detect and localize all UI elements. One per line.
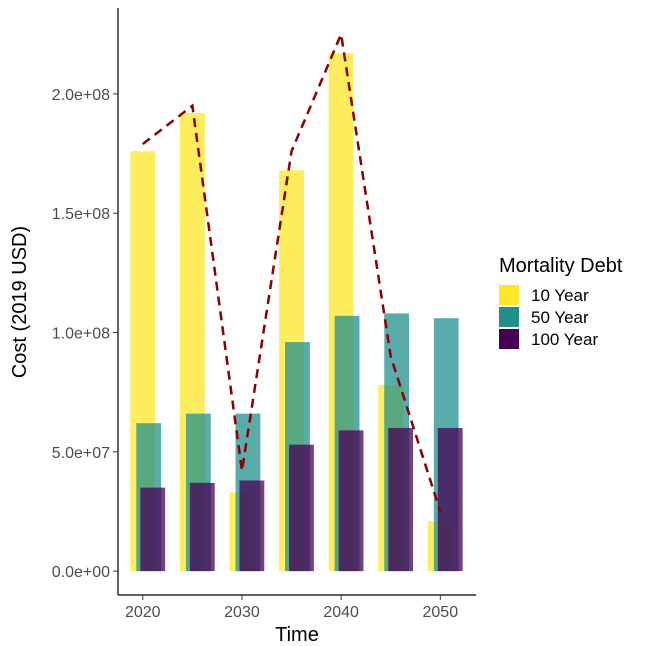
y-tick-label: 1.5e+08 [52,206,110,223]
legend-key-100-year [499,329,519,349]
bar-100-year-2045 [388,428,413,571]
y-axis-ticks: 0.0e+00 5.0e+07 1.0e+08 1.5e+08 2.0e+08 [52,87,118,581]
legend-key-50-year [499,307,519,327]
x-tick-label: 2050 [423,604,459,621]
bar-100-year-2020 [140,488,165,572]
y-tick-label: 5.0e+07 [52,445,110,462]
bar-100-year-2035 [289,445,314,571]
bars-layer [130,53,462,571]
bar-100-year-2040 [339,430,364,571]
legend-title: Mortality Debt [499,255,623,277]
x-tick-label: 2030 [224,604,260,621]
legend-key-10-year [499,285,519,305]
x-axis-ticks: 2020 2030 2040 2050 [125,595,458,621]
y-axis-title: Cost (2019 USD) [9,226,31,378]
legend: 10 Year 50 Year 100 Year [499,285,598,349]
x-axis-title: Time [275,624,319,646]
legend-label: 10 Year [531,286,589,305]
legend-label: 100 Year [531,330,598,349]
y-tick-label: 2.0e+08 [52,87,110,104]
bar-100-year-2050 [438,428,463,571]
x-tick-label: 2020 [125,604,161,621]
x-tick-label: 2040 [323,604,359,621]
bar-100-year-2025 [190,483,215,571]
bar-100-year-2030 [239,480,264,571]
y-tick-label: 1.0e+08 [52,326,110,343]
y-tick-label: 0.0e+00 [52,564,110,581]
legend-label: 50 Year [531,308,589,327]
